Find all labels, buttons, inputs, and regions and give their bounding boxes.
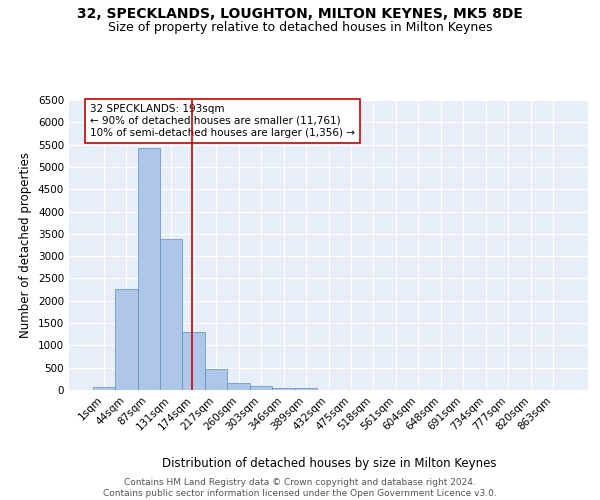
Bar <box>250 386 272 390</box>
Bar <box>272 388 295 390</box>
Text: Contains HM Land Registry data © Crown copyright and database right 2024.
Contai: Contains HM Land Registry data © Crown c… <box>103 478 497 498</box>
Text: Distribution of detached houses by size in Milton Keynes: Distribution of detached houses by size … <box>161 458 496 470</box>
Bar <box>137 148 160 390</box>
Bar <box>92 386 115 390</box>
Bar <box>115 288 137 390</box>
Bar <box>182 332 205 390</box>
Bar <box>227 382 250 390</box>
Bar <box>295 388 317 390</box>
Text: 32 SPECKLANDS: 193sqm
← 90% of detached houses are smaller (11,761)
10% of semi-: 32 SPECKLANDS: 193sqm ← 90% of detached … <box>90 104 355 138</box>
Bar <box>205 369 227 390</box>
Y-axis label: Number of detached properties: Number of detached properties <box>19 152 32 338</box>
Text: Size of property relative to detached houses in Milton Keynes: Size of property relative to detached ho… <box>108 21 492 34</box>
Text: 32, SPECKLANDS, LOUGHTON, MILTON KEYNES, MK5 8DE: 32, SPECKLANDS, LOUGHTON, MILTON KEYNES,… <box>77 8 523 22</box>
Bar <box>160 239 182 390</box>
